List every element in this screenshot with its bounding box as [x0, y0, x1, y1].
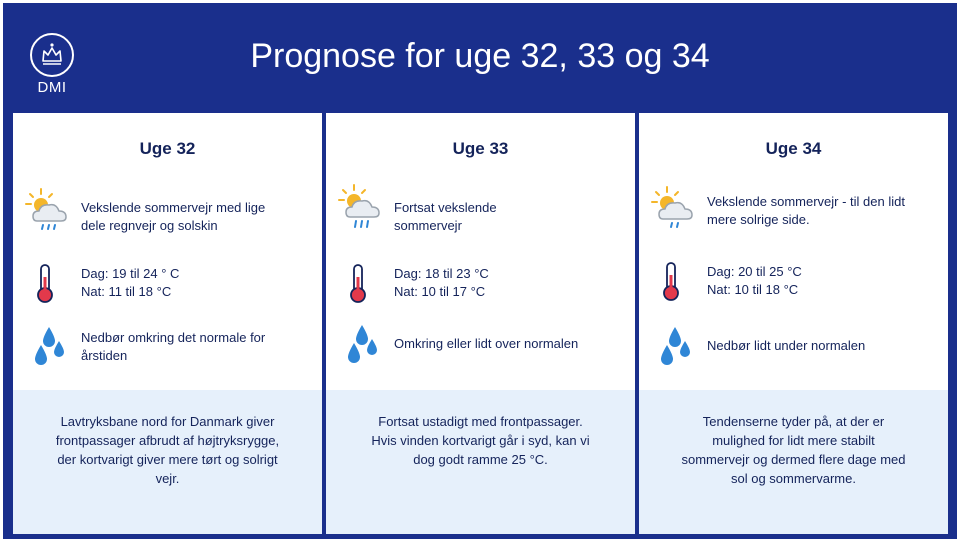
temp-night: Nat: 10 til 18 °C: [707, 282, 799, 297]
weather-row: Fortsat vekslende sommervejr: [326, 183, 635, 233]
temp-day: Dag: 19 til 24 ° C: [81, 266, 180, 281]
sun-cloud-rain-icon: [334, 183, 388, 228]
temp-day: Dag: 18 til 23 °C: [394, 266, 489, 281]
sun-cloud-rain-icon: [21, 187, 75, 231]
forecast-panel: DMI Prognose for uge 32, 33 og 34 Uge 32: [3, 3, 957, 539]
week-card: Uge 32 Vekslende sommervejr m: [13, 113, 322, 534]
summary-text: Fortsat ustadigt med frontpassager.: [378, 414, 583, 429]
summary-text: mulighed for lidt mere stabilt: [712, 433, 875, 448]
precipitation-row: Omkring eller lidt over normalen: [326, 325, 635, 369]
weather-text: Vekslende sommervejr med lige: [81, 200, 266, 215]
week-heading: Uge 32: [139, 139, 196, 158]
summary-text: sol og sommervarme.: [731, 471, 856, 486]
thermometer-icon: [334, 261, 388, 305]
weather-text: Fortsat vekslende: [394, 200, 497, 215]
week-heading: Uge 33: [452, 139, 509, 158]
summary-box: Tendenserne tyder på, at der er mulighed…: [639, 390, 948, 534]
precip-text: Nedbør omkring det normale for: [81, 330, 266, 345]
summary-text: der kortvarigt giver mere tørt og solrig…: [57, 452, 278, 467]
summary-text: frontpassager afbrudt af højtryksrygge,: [55, 433, 280, 448]
summary-text: Lavtryksbane nord for Danmark giver: [60, 414, 275, 429]
logo-text: DMI: [37, 79, 67, 96]
raindrops-icon: [21, 327, 75, 371]
week-heading: Uge 34: [765, 139, 822, 158]
temperature-row: Dag: 18 til 23 °C Nat: 10 til 17 °C: [326, 261, 635, 305]
precipitation-row: Nedbør lidt under normalen: [639, 327, 948, 371]
temp-night: Nat: 11 til 18 °C: [81, 284, 172, 299]
temp-night: Nat: 10 til 17 °C: [394, 284, 486, 299]
summary-box: Fortsat ustadigt med frontpassager. Hvis…: [326, 390, 635, 534]
summary-text: Hvis vinden kortvarigt går i syd, kan vi: [371, 433, 590, 448]
sun-cloud-rain-icon: [647, 185, 701, 229]
dmi-logo: DMI: [27, 33, 77, 96]
raindrops-icon: [334, 325, 388, 369]
crown-icon: [30, 33, 74, 77]
temperature-row: Dag: 19 til 24 ° C Nat: 11 til 18 °C: [13, 261, 322, 305]
thermometer-icon: [647, 259, 701, 303]
precip-text: årstiden: [81, 348, 128, 363]
precip-text: Nedbør lidt under normalen: [707, 338, 866, 353]
summary-text: sommervejr og dermed flere dage med: [681, 452, 906, 467]
summary-text: vejr.: [155, 471, 180, 486]
precipitation-row: Nedbør omkring det normale for årstiden: [13, 327, 322, 371]
summary-text: Tendenserne tyder på, at der er: [702, 414, 885, 429]
thermometer-icon: [21, 261, 75, 305]
precip-text: Omkring eller lidt over normalen: [394, 336, 579, 351]
summary-box: Lavtryksbane nord for Danmark giver fron…: [13, 390, 322, 534]
week-card: Uge 34 Vekslende sommervejr - til den li…: [639, 113, 948, 534]
weather-row: Vekslende sommervejr med lige dele regnv…: [13, 187, 322, 233]
weather-text: Vekslende sommervejr - til den lidt: [707, 194, 905, 209]
raindrops-icon: [647, 327, 701, 371]
weather-text: sommervejr: [394, 218, 462, 233]
summary-text: dog godt ramme 25 °C.: [413, 452, 548, 467]
week-card: Uge 33 Fortsat vekslende: [326, 113, 635, 534]
temperature-row: Dag: 20 til 25 °C Nat: 10 til 18 °C: [639, 259, 948, 303]
weather-text: dele regnvejr og solskin: [81, 218, 218, 233]
page-title: Prognose for uge 32, 33 og 34: [250, 37, 710, 75]
weather-text: mere solrige side.: [707, 212, 810, 227]
weather-row: Vekslende sommervejr - til den lidt mere…: [639, 185, 948, 229]
temp-day: Dag: 20 til 25 °C: [707, 264, 802, 279]
